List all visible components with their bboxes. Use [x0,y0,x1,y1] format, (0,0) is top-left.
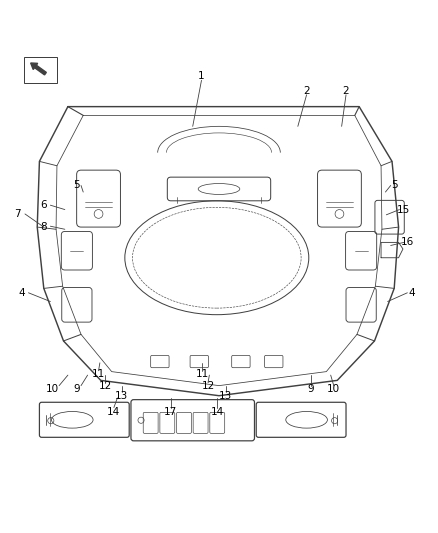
Text: 4: 4 [18,288,25,298]
Text: 7: 7 [14,209,21,219]
Text: 13: 13 [219,391,232,401]
Text: 12: 12 [201,381,215,391]
Text: 12: 12 [99,381,112,391]
Text: 5: 5 [73,181,80,190]
Text: 2: 2 [343,86,350,96]
Text: 14: 14 [107,407,120,417]
Text: 6: 6 [40,200,47,210]
Text: 14: 14 [211,407,224,417]
Text: 4: 4 [408,288,415,298]
Text: 15: 15 [396,205,410,215]
Text: 11: 11 [196,369,209,379]
Text: 10: 10 [327,384,340,394]
Text: 17: 17 [164,407,177,417]
Text: 5: 5 [391,181,398,190]
Text: 1: 1 [198,71,205,81]
Text: 10: 10 [46,384,59,394]
Text: 9: 9 [73,384,80,394]
FancyArrow shape [31,63,46,75]
Text: 8: 8 [40,222,47,232]
Text: 16: 16 [401,237,414,247]
Text: 9: 9 [307,384,314,394]
Text: 11: 11 [92,369,105,379]
Text: 13: 13 [115,391,128,401]
Text: 2: 2 [303,86,310,96]
